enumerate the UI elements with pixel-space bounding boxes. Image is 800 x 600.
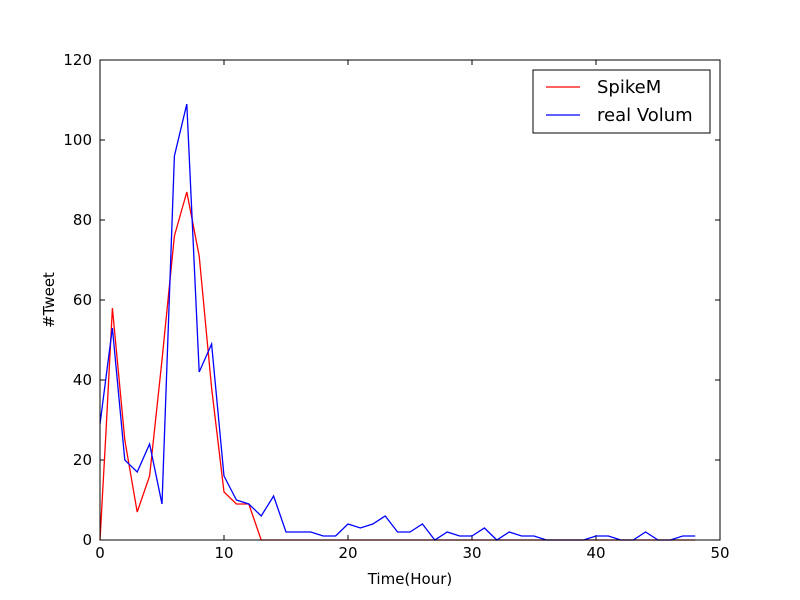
y-tick-label: 20 — [73, 451, 92, 469]
legend-box — [532, 69, 711, 134]
y-tick-label: 40 — [73, 371, 92, 389]
ticks-layer: 0 10 20 30 40 50 0 20 40 60 80 100 120 — [63, 51, 729, 562]
series-line-spikem — [99, 191, 696, 541]
x-tick-label: 20 — [338, 544, 357, 562]
series-line-real-volum — [99, 103, 696, 541]
legend: SpikeM real Volum — [532, 69, 711, 134]
x-tick-label: 10 — [214, 544, 233, 562]
series-layer — [99, 103, 696, 541]
x-tick-label: 30 — [462, 544, 481, 562]
y-tick-label: 0 — [82, 531, 92, 549]
x-tick-label: 40 — [586, 544, 605, 562]
x-tick-label: 0 — [95, 544, 105, 562]
x-axis-label: Time(Hour) — [367, 570, 453, 588]
y-tick-label: 120 — [63, 51, 92, 69]
y-tick-label: 60 — [73, 291, 92, 309]
y-tick-label: 100 — [63, 131, 92, 149]
y-axis-label: #Tweet — [40, 272, 58, 328]
y-tick-label: 80 — [73, 211, 92, 229]
legend-label-real-volum: real Volum — [597, 105, 693, 126]
x-tick-label: 50 — [710, 544, 729, 562]
plot-frame — [99, 59, 721, 541]
legend-label-spikem: SpikeM — [597, 77, 661, 98]
